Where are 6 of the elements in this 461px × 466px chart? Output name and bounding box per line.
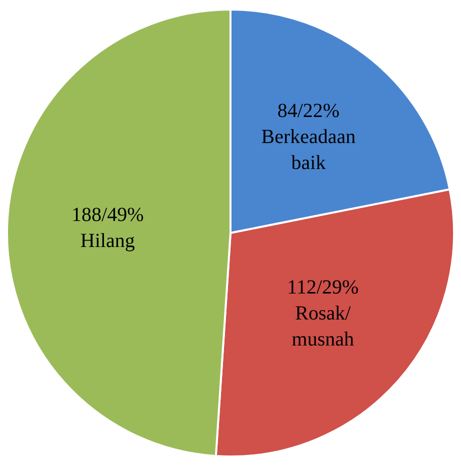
data-label: 84/22% xyxy=(277,100,340,122)
data-label: 188/49% xyxy=(72,204,144,226)
slice-label: Rosak/ musnah xyxy=(292,302,354,350)
slice-label: Hilang xyxy=(80,230,135,252)
slice-label: Berkeadaan baik xyxy=(261,126,356,174)
data-label: 112/29% xyxy=(287,276,359,298)
